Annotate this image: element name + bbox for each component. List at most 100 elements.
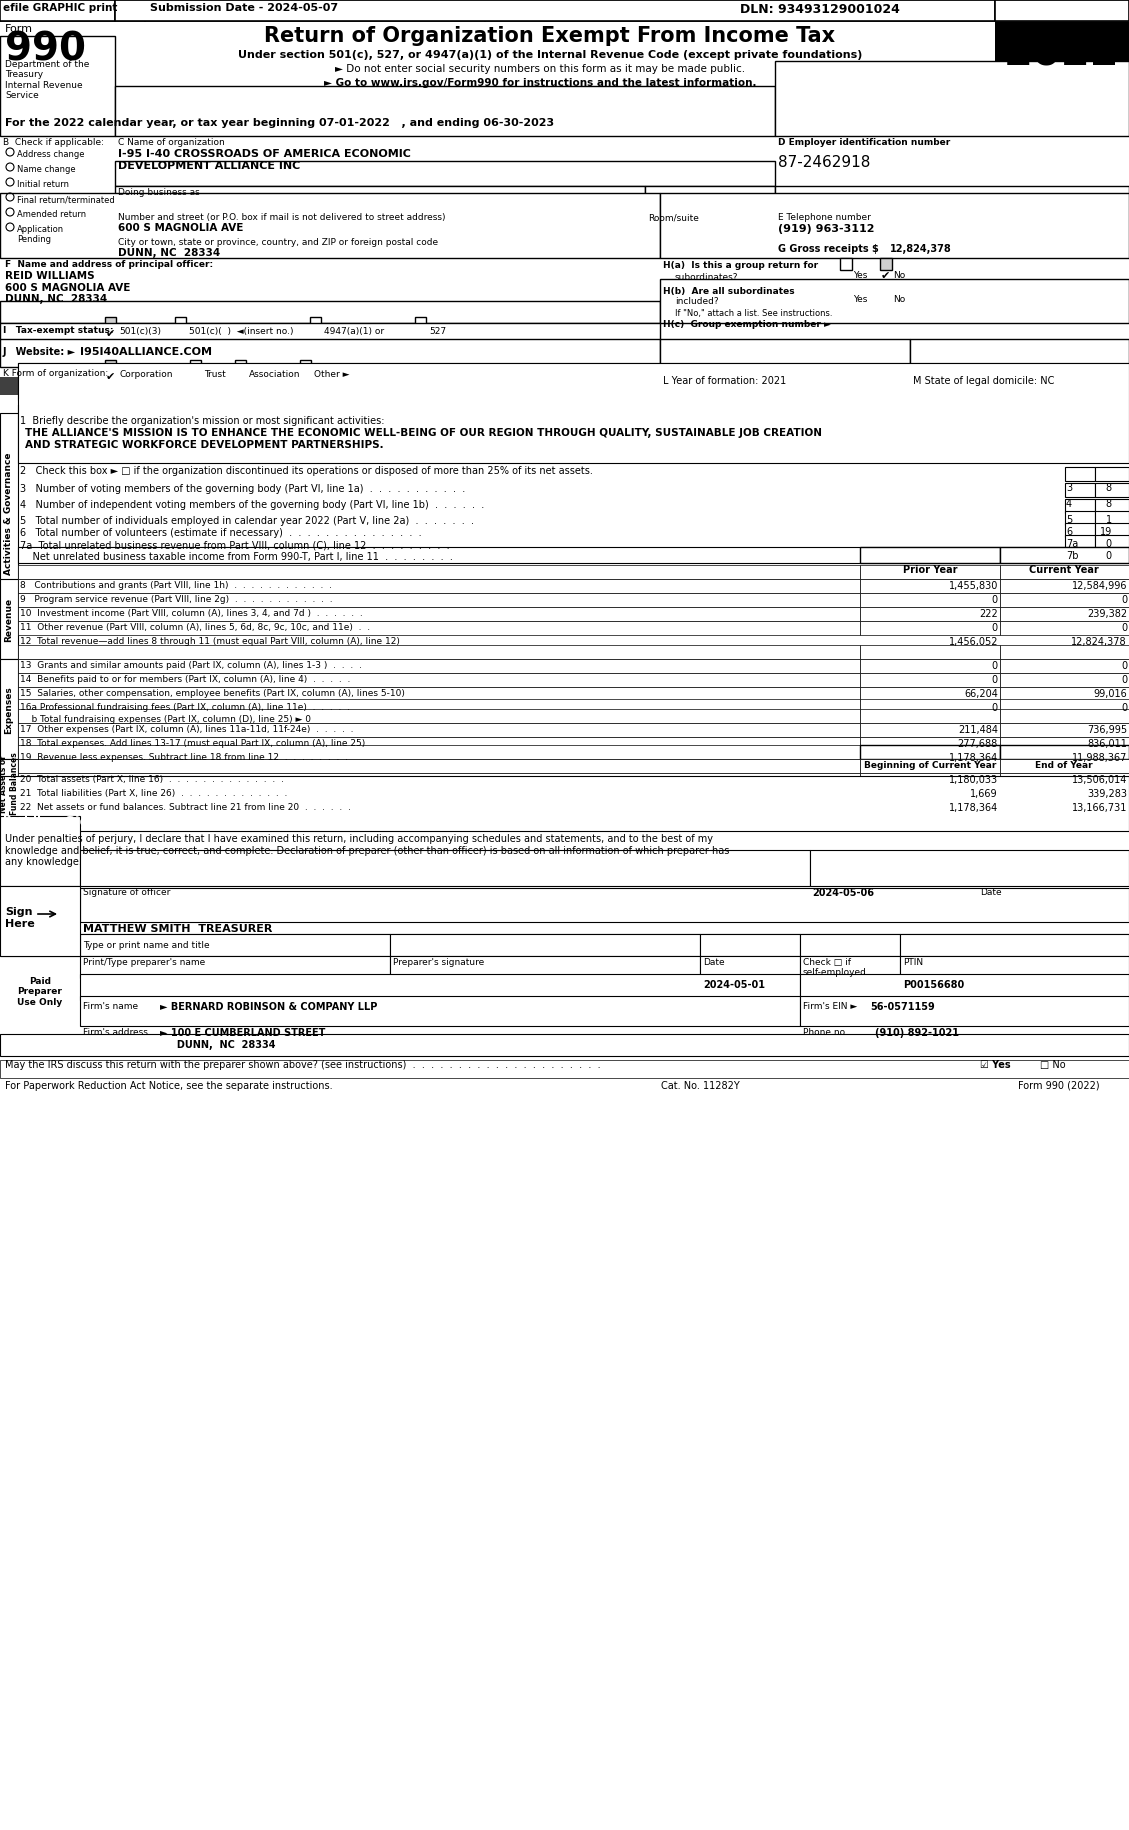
Text: 3: 3: [1066, 483, 1073, 492]
Bar: [809, 851, 1129, 886]
Text: Initial return: Initial return: [17, 179, 69, 188]
Text: Preparer's signature: Preparer's signature: [393, 957, 484, 966]
Text: ✔: ✔: [881, 271, 891, 280]
Text: 222: 222: [979, 609, 998, 619]
Text: Print/Type preparer's name: Print/Type preparer's name: [84, 957, 205, 966]
Bar: [1065, 468, 1095, 481]
Bar: [0, 886, 80, 957]
Text: ► Go to www.irs.gov/Form990 for instructions and the latest information.: ► Go to www.irs.gov/Form990 for instruct…: [324, 79, 756, 88]
Text: If "No," attach a list. See instructions.: If "No," attach a list. See instructions…: [675, 309, 832, 318]
Text: PTIN: PTIN: [903, 957, 924, 966]
Text: 277,688: 277,688: [957, 739, 998, 748]
Bar: [145, 0, 485, 22]
Text: Check □ if
self-employed: Check □ if self-employed: [803, 957, 867, 977]
Bar: [0, 580, 18, 659]
Bar: [860, 710, 1000, 723]
Bar: [860, 608, 1000, 622]
Text: 12,824,378: 12,824,378: [890, 243, 952, 254]
Bar: [700, 957, 800, 979]
Text: 211,484: 211,484: [959, 725, 998, 734]
Text: Association: Association: [250, 370, 300, 379]
Text: Corporation: Corporation: [119, 370, 173, 379]
Text: E Telephone number: E Telephone number: [778, 212, 870, 221]
Text: OMB No. 1545-0047: OMB No. 1545-0047: [1013, 26, 1111, 35]
Bar: [860, 745, 1000, 759]
Text: K Form of organization:: K Form of organization:: [3, 370, 108, 377]
Text: I95I40ALLIANCE.COM: I95I40ALLIANCE.COM: [80, 348, 212, 357]
Text: For Paperwork Reduction Act Notice, see the separate instructions.: For Paperwork Reduction Act Notice, see …: [5, 1080, 333, 1091]
Bar: [660, 280, 1129, 324]
Bar: [860, 659, 1000, 673]
Text: Return of Organization Exempt From Income Tax: Return of Organization Exempt From Incom…: [264, 26, 835, 46]
Bar: [18, 710, 860, 723]
Bar: [900, 935, 1129, 957]
Text: Yes: Yes: [854, 295, 867, 304]
Bar: [18, 737, 860, 752]
Text: 1,178,364: 1,178,364: [948, 803, 998, 813]
Bar: [80, 957, 390, 979]
Bar: [1095, 512, 1129, 525]
Bar: [860, 547, 1000, 564]
Text: 99,016: 99,016: [1093, 688, 1127, 699]
Text: Net unrelated business taxable income from Form 990-T, Part I, line 11  .  .  . : Net unrelated business taxable income fr…: [20, 551, 453, 562]
Text: 0: 0: [992, 703, 998, 712]
Text: REID WILLIAMS
600 S MAGNOLIA AVE
DUNN, NC  28334: REID WILLIAMS 600 S MAGNOLIA AVE DUNN, N…: [5, 271, 130, 304]
Bar: [115, 187, 645, 212]
Bar: [840, 284, 852, 295]
Text: Revenue: Revenue: [5, 598, 14, 642]
Bar: [1000, 774, 1129, 787]
Text: P00156680: P00156680: [903, 979, 964, 990]
Text: L Year of formation: 2021: L Year of formation: 2021: [663, 375, 786, 386]
Text: MATTHEW SMITH  TREASURER: MATTHEW SMITH TREASURER: [84, 924, 272, 933]
Text: Part II: Part II: [3, 814, 41, 825]
Text: 7a: 7a: [1066, 538, 1078, 549]
Bar: [1000, 787, 1129, 802]
Text: Room/suite: Room/suite: [648, 212, 699, 221]
Bar: [18, 688, 860, 701]
Text: Open to Public
Inspection: Open to Public Inspection: [1016, 79, 1108, 101]
Bar: [879, 284, 892, 295]
Text: B  Check if applicable:: B Check if applicable:: [3, 137, 104, 146]
Bar: [235, 361, 246, 371]
Bar: [0, 414, 18, 613]
Bar: [390, 935, 700, 957]
Text: 8: 8: [1106, 483, 1112, 492]
Bar: [310, 318, 321, 329]
Text: 501(c)(  )  ◄(insert no.): 501(c)( ) ◄(insert no.): [189, 328, 294, 337]
Bar: [175, 318, 186, 329]
Text: May the IRS discuss this return with the preparer shown above? (see instructions: May the IRS discuss this return with the…: [5, 1060, 601, 1069]
Text: 56-0571159: 56-0571159: [870, 1001, 935, 1012]
Text: Under penalties of perjury, I declare that I have examined this return, includin: Under penalties of perjury, I declare th…: [5, 833, 729, 867]
Text: Number and street (or P.O. box if mail is not delivered to street address): Number and street (or P.O. box if mail i…: [119, 212, 446, 221]
Bar: [0, 340, 660, 368]
Bar: [860, 673, 1000, 688]
Bar: [80, 851, 809, 886]
Bar: [660, 340, 910, 368]
Text: (919) 963-3112: (919) 963-3112: [778, 223, 875, 234]
Text: 4947(a)(1) or: 4947(a)(1) or: [324, 328, 384, 337]
Text: End of Year: End of Year: [1035, 761, 1093, 770]
Bar: [1000, 673, 1129, 688]
Text: 14  Benefits paid to or for members (Part IX, column (A), line 4)  .  .  .  .  .: 14 Benefits paid to or for members (Part…: [20, 675, 350, 684]
Text: 239,382: 239,382: [1087, 609, 1127, 619]
Text: Under section 501(c), 527, or 4947(a)(1) of the Internal Revenue Code (except pr: Under section 501(c), 527, or 4947(a)(1)…: [238, 49, 863, 60]
Bar: [1065, 500, 1095, 514]
Bar: [1000, 593, 1129, 608]
Bar: [18, 622, 860, 635]
Text: Final return/terminated: Final return/terminated: [17, 194, 115, 203]
Bar: [0, 324, 660, 346]
Bar: [1000, 580, 1129, 593]
Text: No: No: [893, 271, 905, 280]
Bar: [1000, 547, 1129, 564]
Text: 2024-05-06: 2024-05-06: [812, 888, 874, 897]
Text: b Total fundraising expenses (Part IX, column (D), line 25) ► 0: b Total fundraising expenses (Part IX, c…: [20, 714, 310, 723]
Bar: [1095, 523, 1129, 538]
Bar: [660, 194, 1129, 258]
Text: 9   Program service revenue (Part VIII, line 2g)  .  .  .  .  .  .  .  .  .  .  : 9 Program service revenue (Part VIII, li…: [20, 595, 333, 604]
Text: 13,166,731: 13,166,731: [1071, 803, 1127, 813]
Text: 1  Briefly describe the organization's mission or most significant activities:: 1 Briefly describe the organization's mi…: [20, 415, 385, 426]
Text: DUNN, NC  28334: DUNN, NC 28334: [119, 247, 220, 258]
Bar: [0, 0, 115, 22]
Bar: [18, 608, 860, 622]
Text: D Employer identification number: D Employer identification number: [778, 137, 951, 146]
